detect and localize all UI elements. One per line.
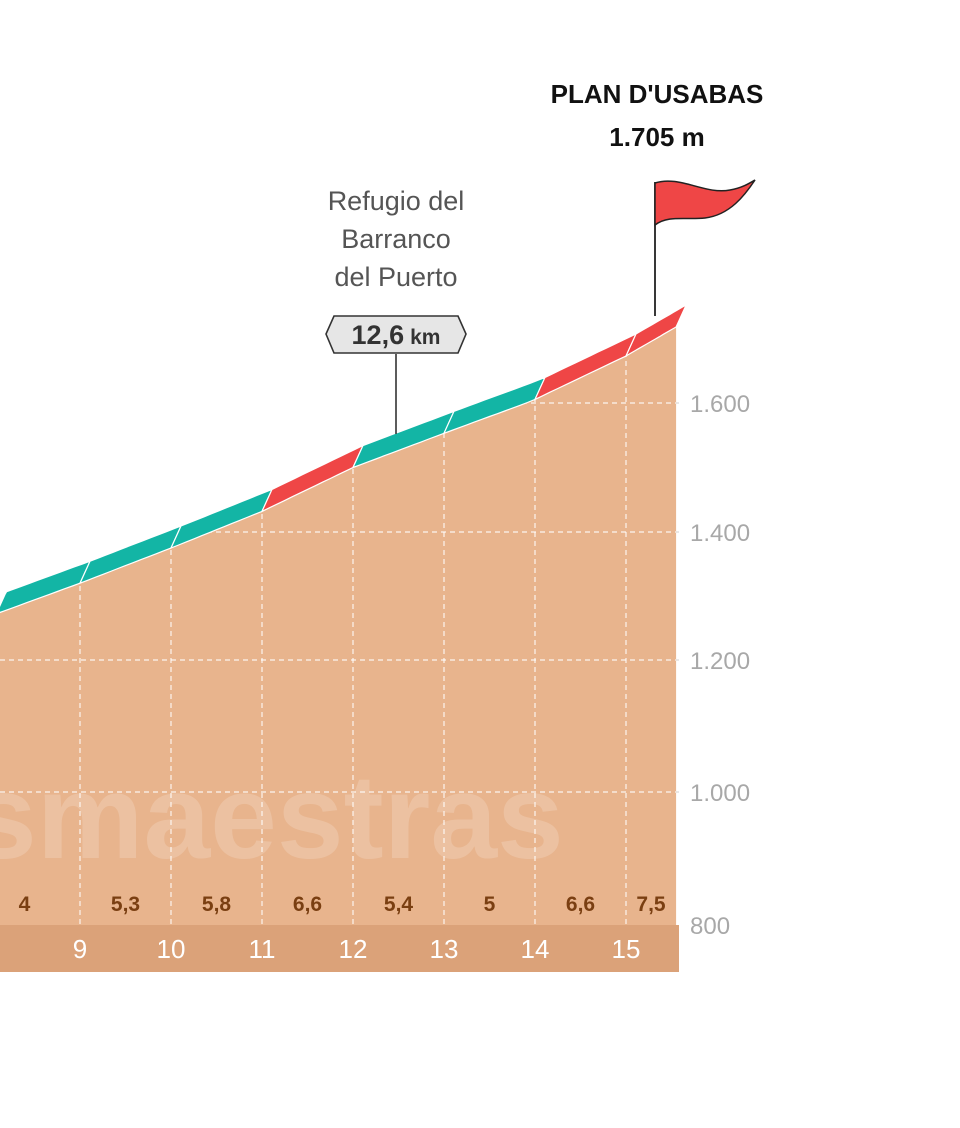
grade-label: 6,6	[293, 893, 322, 916]
x-axis-ticks: 9 10 11 12 13 14 15	[73, 934, 641, 964]
x-tick-label: 13	[430, 934, 459, 964]
poi-label-line: Refugio del	[328, 186, 465, 216]
grade-label: 7,5	[636, 893, 666, 916]
poi-km-label: 12,6 km	[352, 320, 441, 350]
x-tick-label: 11	[249, 934, 276, 964]
grade-label: 5	[484, 893, 496, 916]
y-tick-label: 1.600	[690, 391, 750, 418]
summit-name: PLAN D'USABAS	[551, 79, 764, 109]
grade-label: 5,8	[202, 893, 232, 916]
summit-marker: PLAN D'USABAS 1.705 m	[551, 79, 764, 316]
poi-marker: Refugio del Barranco del Puerto 12,6 km	[325, 186, 467, 434]
x-tick-label: 14	[521, 934, 550, 964]
poi-label-line: Barranco	[341, 224, 451, 254]
y-tick-label: 800	[690, 913, 730, 940]
summit-flag-icon	[654, 179, 756, 227]
gradient-segment	[624, 303, 688, 358]
y-tick-label: 1.000	[690, 780, 750, 807]
x-tick-label: 15	[612, 934, 641, 964]
x-tick-label: 12	[339, 934, 368, 964]
gradient-band	[0, 303, 688, 614]
y-tick-label: 1.200	[690, 648, 750, 675]
y-axis-ticks: 1.600 1.400 1.200 1.000 800	[690, 391, 750, 940]
grade-label: 5,4	[384, 893, 414, 916]
grade-labels: 4 5,3 5,8 6,6 5,4 5 6,6 7,5	[19, 893, 666, 916]
poi-km-unit: km	[410, 326, 440, 349]
elevation-area	[0, 327, 677, 925]
x-tick-label: 9	[73, 934, 87, 964]
grade-label: 4	[19, 893, 31, 916]
poi-km-value: 12,6	[352, 320, 405, 350]
poi-km-badge	[325, 315, 467, 354]
x-tick-label: 10	[157, 934, 186, 964]
grade-label: 5,3	[111, 893, 140, 916]
grade-label: 6,6	[566, 893, 595, 916]
y-tick-label: 1.400	[690, 520, 750, 547]
poi-label-line: del Puerto	[334, 262, 457, 292]
x-axis-band	[0, 925, 679, 972]
watermark-text: smaestras	[0, 750, 564, 884]
summit-elevation: 1.705 m	[609, 122, 704, 152]
